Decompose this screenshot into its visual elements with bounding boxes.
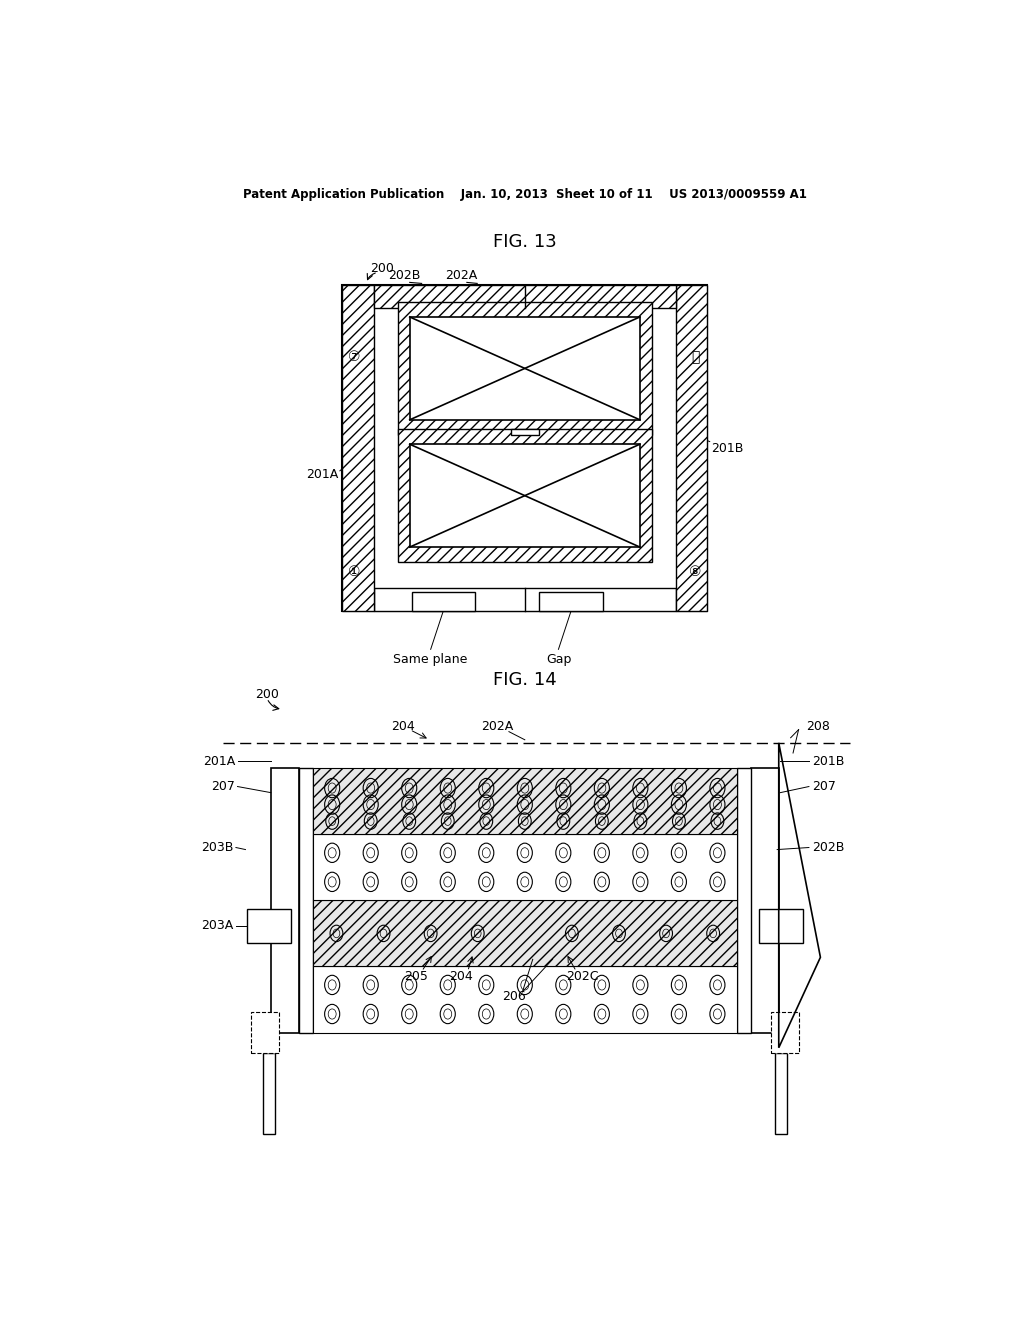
Bar (342, 285, 374, 611)
Text: ⑦: ⑦ (348, 350, 360, 364)
Text: 202B: 202B (812, 841, 845, 854)
Bar (540, 593, 603, 611)
Text: 201B: 201B (812, 755, 845, 768)
Bar (412, 593, 475, 611)
Text: 207: 207 (812, 780, 836, 793)
Text: 202B: 202B (388, 269, 421, 281)
Text: ⑧: ⑧ (689, 565, 701, 578)
Text: 201A: 201A (203, 755, 236, 768)
Text: 206: 206 (503, 990, 526, 1003)
Bar (313, 768, 736, 834)
Bar (775, 1053, 786, 1134)
Text: ⑭: ⑭ (691, 350, 699, 364)
Text: 208: 208 (807, 721, 830, 733)
Bar (759, 909, 803, 942)
Text: 202C: 202C (566, 970, 599, 983)
Bar (511, 429, 539, 436)
Text: ①: ① (348, 565, 360, 578)
Bar (751, 768, 779, 1032)
Text: 201A: 201A (306, 467, 338, 480)
Bar (313, 900, 736, 966)
Text: 203A: 203A (202, 919, 233, 932)
Text: 200: 200 (370, 261, 394, 275)
Text: 201B: 201B (712, 442, 743, 454)
Bar (374, 285, 676, 308)
Bar (247, 909, 291, 942)
Bar (313, 966, 736, 1032)
Bar (397, 429, 652, 562)
Bar (676, 285, 708, 611)
Text: Gap: Gap (546, 653, 571, 667)
Bar (410, 317, 640, 420)
Bar (251, 1012, 279, 1053)
Text: 203B: 203B (201, 841, 233, 854)
Text: 204: 204 (450, 970, 473, 983)
Bar (270, 768, 299, 1032)
Bar (342, 285, 708, 611)
Text: FIG. 13: FIG. 13 (493, 232, 557, 251)
Text: Same plane: Same plane (393, 653, 468, 667)
Text: 205: 205 (404, 970, 428, 983)
Bar (771, 1012, 799, 1053)
Text: Patent Application Publication    Jan. 10, 2013  Sheet 10 of 11    US 2013/00095: Patent Application Publication Jan. 10, … (243, 189, 807, 202)
Text: 202A: 202A (445, 269, 477, 281)
Text: 204: 204 (391, 721, 416, 733)
Text: 200: 200 (255, 688, 279, 701)
Bar (263, 1053, 274, 1134)
Bar (299, 768, 313, 1032)
Bar (397, 302, 652, 436)
Bar (374, 589, 676, 611)
Text: 202A: 202A (481, 721, 513, 733)
Text: FIG. 14: FIG. 14 (493, 671, 557, 689)
Bar (410, 445, 640, 546)
Text: 207: 207 (211, 780, 236, 793)
Bar (736, 768, 751, 1032)
Bar (313, 834, 736, 900)
